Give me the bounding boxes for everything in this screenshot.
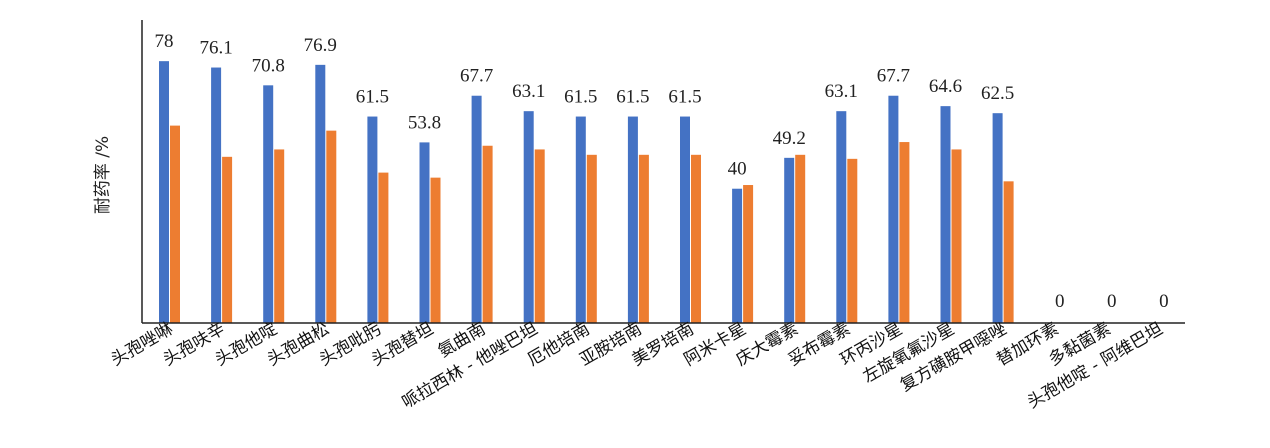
bar-series2-8 — [534, 149, 545, 323]
value-label-5: 61.5 — [356, 87, 389, 108]
bar-series2-3 — [274, 149, 285, 323]
value-label-10: 61.5 — [616, 87, 649, 108]
bar-series1-8 — [523, 111, 534, 323]
bar-series1-15 — [888, 95, 899, 323]
value-label-4: 76.9 — [304, 35, 337, 56]
bar-series1-3 — [263, 85, 274, 323]
bar-series2-10 — [638, 154, 649, 323]
value-labels-group: 78 76.1 70.8 76.9 61.5 53.8 67.7 63.1 61.5 61.5 61… — [155, 31, 1169, 312]
value-label-2: 76.1 — [199, 38, 232, 59]
bar-series1-12 — [732, 188, 743, 323]
bar-series1-17 — [992, 113, 1003, 323]
value-label-8: 63.1 — [512, 81, 545, 102]
bar-series1-2 — [211, 67, 222, 323]
bar-series1-4 — [315, 64, 326, 323]
bar-series1-11 — [680, 116, 690, 324]
bar-series2-6 — [430, 177, 441, 323]
value-label-7: 67.7 — [460, 66, 493, 87]
bar-series2-2 — [222, 156, 233, 323]
bar-series2-13 — [795, 154, 806, 323]
value-label-16: 64.6 — [929, 76, 962, 97]
bar-series2-7 — [482, 145, 493, 323]
value-label-18: 0 — [1055, 291, 1065, 312]
bar-series1-9 — [575, 116, 586, 324]
value-label-11: 61.5 — [668, 87, 701, 108]
bars-group — [159, 61, 1014, 324]
bar-series1-5 — [367, 116, 378, 324]
value-label-6: 53.8 — [408, 112, 441, 133]
bar-series2-15 — [899, 142, 910, 323]
value-label-9: 61.5 — [564, 87, 597, 108]
bar-series2-5 — [378, 172, 389, 323]
bar-series2-16 — [951, 149, 962, 323]
bar-series2-12 — [743, 185, 754, 323]
value-label-15: 67.7 — [877, 66, 910, 87]
bar-series1-7 — [471, 95, 482, 323]
value-label-19: 0 — [1107, 291, 1117, 312]
bar-series2-14 — [847, 158, 858, 323]
bar-series2-11 — [691, 154, 701, 323]
value-label-17: 62.5 — [981, 83, 1014, 104]
value-label-13: 49.2 — [773, 128, 806, 149]
bar-series1-10 — [627, 116, 638, 324]
value-label-12: 40 — [728, 159, 747, 180]
value-label-3: 70.8 — [252, 55, 285, 76]
bar-series2-1 — [170, 125, 180, 323]
value-label-1: 78 — [155, 31, 174, 52]
bar-series1-6 — [419, 142, 430, 323]
bar-series2-4 — [326, 130, 337, 323]
bar-series1-1 — [159, 61, 169, 324]
bar-series1-14 — [836, 111, 847, 323]
value-label-14: 63.1 — [825, 81, 858, 102]
bar-series2-17 — [1003, 181, 1014, 323]
y-axis-label: 耐药率 /% — [93, 136, 113, 214]
bar-series1-16 — [940, 106, 951, 323]
bar-series2-9 — [586, 154, 597, 323]
bar-series1-13 — [784, 157, 795, 323]
value-label-20: 0 — [1159, 291, 1169, 312]
